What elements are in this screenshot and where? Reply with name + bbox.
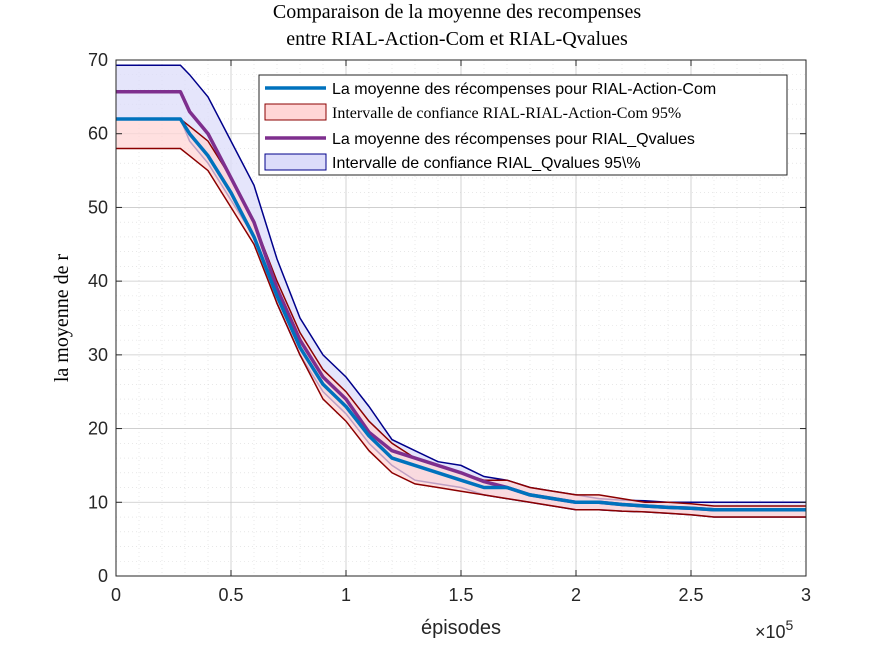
y-tick-label: 50 (88, 197, 108, 217)
x-tick-label: 2 (571, 585, 581, 605)
confidence-band-fill (116, 65, 806, 517)
legend-label: La moyenne des récompenses pour RIAL-Act… (332, 81, 716, 98)
y-tick-label: 60 (88, 124, 108, 144)
legend: La moyenne des récompenses pour RIAL-Act… (258, 74, 788, 176)
chart-title-line-2: entre RIAL-Action-Com et RIAL-Qvalues (286, 28, 628, 50)
legend-items: La moyenne des récompenses pour RIAL-Act… (264, 81, 716, 172)
legend-label: Intervalle de confiance RIAL-RIAL-Action… (332, 105, 681, 122)
confidence-band-lower (116, 147, 806, 518)
x-tick-label: 1 (341, 585, 351, 605)
legend-swatch-patch (264, 103, 327, 121)
y-tick-label: 30 (88, 345, 108, 365)
legend-label: La moyenne des récompenses pour RIAL_Qva… (332, 131, 695, 148)
y-tick-label: 40 (88, 271, 108, 291)
y-tick-label: 70 (88, 50, 108, 70)
legend-swatch-patch (264, 153, 327, 171)
y-axis-label: la moyenne de r (51, 254, 73, 383)
legend-box (258, 74, 788, 176)
series-layer (116, 64, 806, 518)
y-tick-label: 10 (88, 492, 108, 512)
x-tick-label: 0 (111, 585, 121, 605)
x-tick-label: 0.5 (218, 585, 243, 605)
chart-title-line-1: Comparaison de la moyenne des recompense… (273, 1, 641, 23)
x-axis-exponent-power: 5 (786, 617, 794, 633)
x-axis-exponent: ×105 (755, 617, 794, 642)
x-tick-label: 3 (801, 585, 811, 605)
x-tick-label: 1.5 (448, 585, 473, 605)
mean-series-line (116, 117, 806, 512)
legend-label: Intervalle de confiance RIAL_Qvalues 95\… (332, 155, 641, 172)
y-tick-label: 20 (88, 419, 108, 439)
x-axis-exponent-base: ×10 (755, 622, 786, 642)
x-tick-label: 2.5 (678, 585, 703, 605)
x-axis-label: épisodes (421, 617, 501, 639)
y-tick-label: 0 (98, 566, 108, 586)
